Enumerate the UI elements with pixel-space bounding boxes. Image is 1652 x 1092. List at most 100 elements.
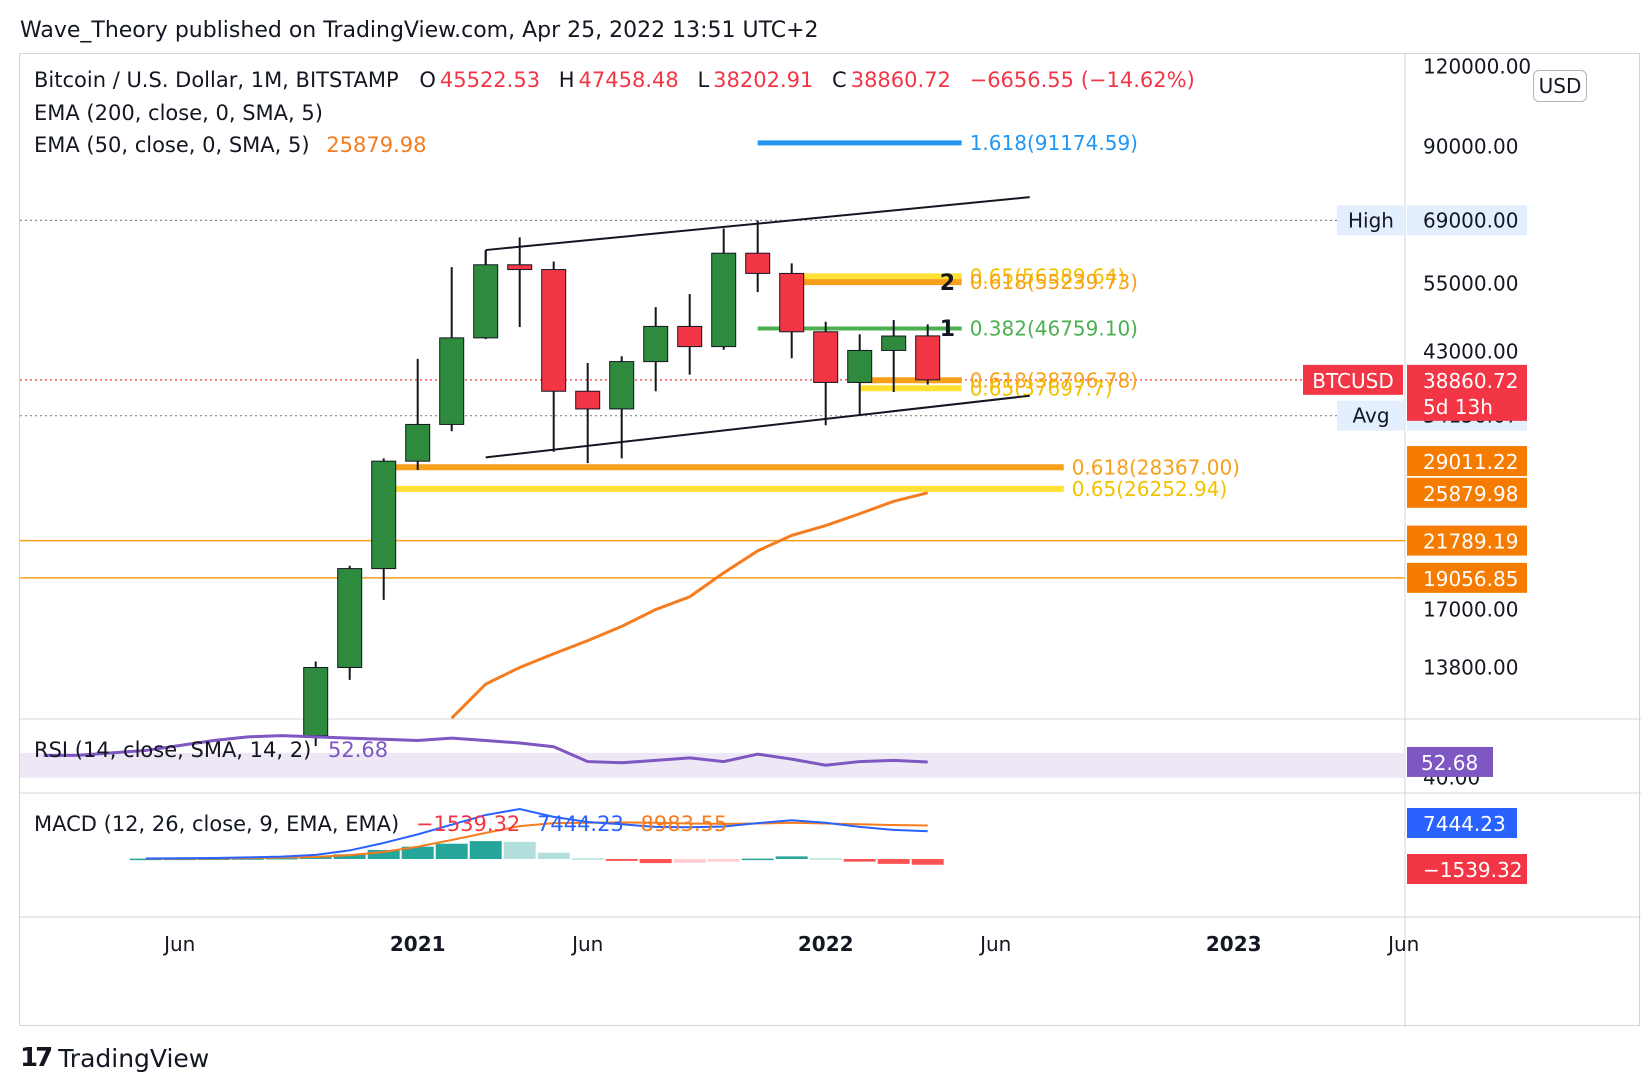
candle-body xyxy=(779,272,805,333)
macd-histogram-bar xyxy=(639,859,672,864)
macd-histogram-bar xyxy=(707,859,740,862)
legend-ema200: EMA (200, close, 0, SMA, 5) xyxy=(34,101,327,125)
level-name-tag xyxy=(1337,205,1405,236)
price-tag xyxy=(1407,562,1527,593)
fib-level-label: 0.382(46759.10) xyxy=(970,316,1138,340)
legend-ema50: EMA (50, close, 0, SMA, 5) 25879.98 xyxy=(34,133,430,157)
rsi-value-tag xyxy=(1407,746,1493,777)
candle-body xyxy=(847,349,873,383)
tradingview-mark-icon: 17 xyxy=(20,1043,53,1073)
symbol-tag-text: BTCUSD xyxy=(1312,369,1393,393)
time-axis-tick: 2022 xyxy=(798,932,854,956)
macd-histogram-bar xyxy=(401,846,434,859)
price-tag-value: 29011.22 xyxy=(1423,450,1518,474)
macd-histogram-bar xyxy=(435,843,468,859)
chart-canvas[interactable]: 1.618(91174.59) 0.65(56389.64)0.618(55239… xyxy=(20,54,1641,1027)
macd-histogram-bar xyxy=(537,852,570,859)
macd-line-tag-text: 7444.23 xyxy=(1423,812,1506,836)
legend-change: −6656.55 (−14.62%) xyxy=(969,68,1195,92)
wave-label: 1 xyxy=(940,317,955,342)
macd-histogram-bar xyxy=(911,859,944,865)
price-axis-tick: 17000.00 xyxy=(1423,598,1518,622)
price-axis-tick: 13800.00 xyxy=(1423,655,1518,679)
candle-body xyxy=(337,568,363,668)
fib-level-label: 0.618(28367.00) xyxy=(1072,455,1240,479)
macd-histogram-bar xyxy=(299,857,332,859)
legend-rsi: RSI (14, close, SMA, 14, 2) 52.68 xyxy=(34,738,392,762)
fib-level-label: 0.618(55239.73) xyxy=(970,270,1138,294)
candle-body xyxy=(541,269,567,392)
candle-body xyxy=(813,331,839,383)
legend-symbol: Bitcoin / U.S. Dollar, 1M, BITSTAMP xyxy=(34,68,399,92)
candle-body xyxy=(371,460,397,570)
price-tag-countdown: 5d 13h xyxy=(1423,395,1493,419)
time-axis-tick: 2023 xyxy=(1206,932,1262,956)
macd-histogram-bar xyxy=(775,856,808,859)
price-tag xyxy=(1407,364,1527,421)
rsi-value-text: 52.68 xyxy=(1421,751,1478,775)
macd-histogram-bar xyxy=(843,859,876,862)
time-axis-tick: 2021 xyxy=(390,932,446,956)
time-axis-tick: Jun xyxy=(162,932,195,956)
legend-low-label: L xyxy=(697,68,710,92)
channel-line xyxy=(485,394,1030,459)
candle-body xyxy=(711,252,737,348)
fib-level-label: 0.65(37697.7) xyxy=(970,376,1113,400)
macd-histogram-bar xyxy=(503,841,536,859)
legend-macd-line: 7444.23 xyxy=(536,812,624,836)
macd-histogram-bar xyxy=(367,850,400,859)
level-value-text: 69000.00 xyxy=(1423,208,1518,232)
fib-level-label: 1.618(91174.59) xyxy=(970,131,1138,155)
macd-hist-tag xyxy=(1407,854,1527,884)
level-name-text: High xyxy=(1348,208,1394,232)
macd-histogram-bar xyxy=(877,859,910,864)
legend-ema50-value: 25879.98 xyxy=(326,133,427,157)
fib-level-label: 0.618(38796.78) xyxy=(970,368,1138,392)
candle-body xyxy=(677,325,703,348)
legend-open-value: 45522.53 xyxy=(439,68,541,92)
price-tag-value: 19056.85 xyxy=(1423,567,1518,591)
legend-macd-hist: −1539.32 xyxy=(415,812,521,836)
candle-body xyxy=(473,264,499,339)
legend-close-label: C xyxy=(832,68,847,92)
macd-line-tag xyxy=(1407,808,1517,838)
level-name-tag xyxy=(1337,400,1405,431)
legend-low-value: 38202.91 xyxy=(713,68,814,92)
price-axis-tick: 43000.00 xyxy=(1423,340,1518,364)
candle-body xyxy=(507,264,533,271)
time-axis-tick: Jun xyxy=(978,932,1011,956)
macd-histogram-bar xyxy=(333,854,366,859)
legend-macd-label: MACD (12, 26, close, 9, EMA, EMA) xyxy=(34,812,400,836)
price-tag-value: 38860.72 xyxy=(1423,369,1518,393)
macd-line xyxy=(145,807,928,860)
macd-histogram-bar xyxy=(469,841,502,859)
tradingview-logo[interactable]: 17 TradingView xyxy=(20,1043,209,1073)
legend-open-label: O xyxy=(419,68,436,92)
currency-button[interactable]: USD xyxy=(1533,70,1587,102)
candle-body xyxy=(575,390,601,410)
legend-close-value: 38860.72 xyxy=(850,68,951,92)
legend-main: Bitcoin / U.S. Dollar, 1M, BITSTAMP O 455… xyxy=(34,68,1199,92)
macd-histogram-bar xyxy=(129,858,162,861)
price-axis-tick: 55000.00 xyxy=(1423,271,1518,295)
tradingview-wordmark: TradingView xyxy=(58,1043,210,1073)
price-axis-tick: 120000.00 xyxy=(1423,55,1531,79)
level-name-text: Avg xyxy=(1352,404,1389,428)
legend-ema200-label: EMA (200, close, 0, SMA, 5) xyxy=(34,101,323,125)
candle-body xyxy=(609,361,635,410)
macd-histogram-bar xyxy=(741,858,774,861)
macd-histogram-bar xyxy=(265,857,298,860)
chart-frame[interactable]: 1.618(91174.59) 0.65(56389.64) 0.618(55239… xyxy=(19,53,1641,1027)
candle-body xyxy=(745,252,771,274)
legend-macd-signal: 8983.55 xyxy=(640,812,728,836)
macd-hist-tag-text: −1539.32 xyxy=(1423,858,1522,882)
macd-histogram-bar xyxy=(571,858,604,860)
rsi-line xyxy=(43,734,928,767)
legend-high-label: H xyxy=(558,68,575,92)
fib-level-label: 0.65(56389.64) xyxy=(970,264,1126,288)
legend-ema50-label: EMA (50, close, 0, SMA, 5) xyxy=(34,133,310,157)
candle-body xyxy=(405,423,431,462)
ema50-line xyxy=(450,491,929,720)
candle-body xyxy=(643,325,669,363)
price-tag xyxy=(1407,525,1527,556)
